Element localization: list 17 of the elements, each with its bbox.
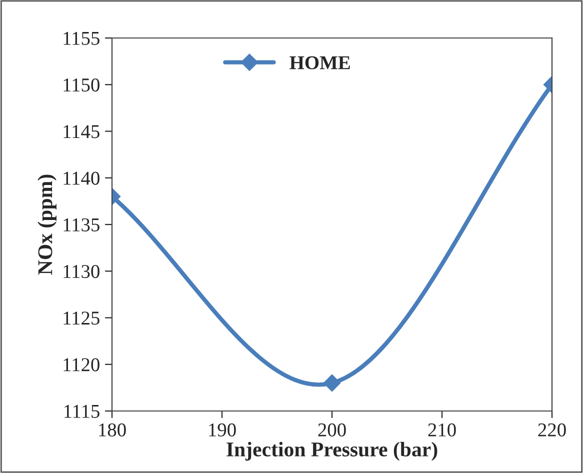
y-tick-label: 1140: [64, 172, 100, 185]
y-tick-label: 1145: [64, 125, 100, 138]
y-tick-label: 1115: [64, 404, 100, 418]
y-tick-label: 1125: [64, 312, 100, 325]
x-tick-label: 210: [428, 423, 456, 436]
y-tick-label: 1150: [64, 78, 100, 92]
y-tick-label: 1135: [64, 218, 100, 232]
x-tick-label: 190: [209, 423, 236, 436]
y-tick-label: 1120: [64, 358, 100, 372]
legend-label: HOME: [290, 56, 350, 70]
x-tick-label: 200: [318, 423, 346, 436]
y-tick-label: 1155: [64, 32, 100, 45]
x-axis-title: Injection Pressure (bar): [226, 442, 438, 461]
y-axis-title: NOx (ppm): [38, 174, 56, 275]
y-tick-label: 1130: [64, 264, 100, 278]
x-tick-label: 180: [99, 423, 126, 436]
x-tick-label: 220: [538, 423, 566, 436]
